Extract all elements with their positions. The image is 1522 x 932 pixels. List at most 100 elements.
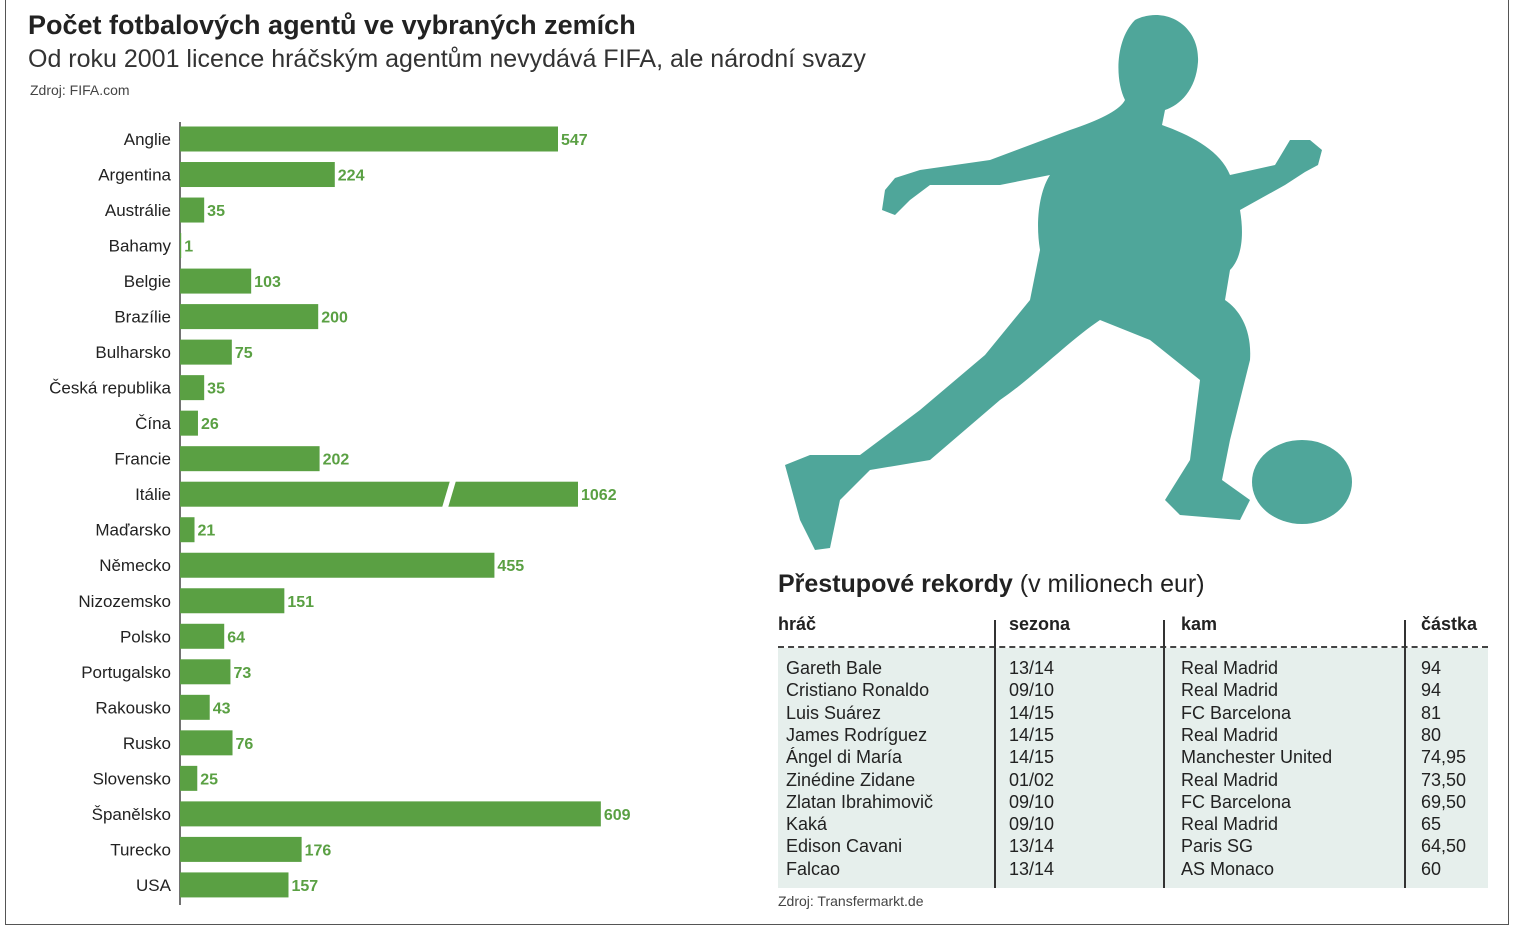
transfer-records-table: hráč sezona kam částka Gareth Bale 13/14 R… (778, 612, 1488, 888)
cell-amount: 80 (1421, 724, 1442, 745)
cell-club: Real Madrid (1181, 658, 1279, 678)
bar (180, 623, 225, 649)
cell-season: 13/14 (1009, 836, 1055, 857)
value-label: 157 (291, 878, 318, 895)
table-row: Kaká 09/10 Real Madrid 65 (778, 814, 1488, 836)
bar (180, 233, 182, 259)
value-label: 176 (305, 842, 332, 859)
category-label: Rusko (123, 734, 171, 753)
frame (5, 0, 1509, 925)
cell-player: Falcao (786, 858, 841, 879)
category-label: Polsko (120, 627, 171, 646)
cell-season: 09/10 (1009, 791, 1055, 812)
cell-club: Real Madrid (1181, 769, 1279, 790)
category-label: Argentina (98, 166, 171, 185)
table-title-text: Přestupové rekordy (778, 570, 1013, 598)
cell-amount: 94 (1421, 680, 1442, 701)
bar (180, 339, 232, 365)
column-divider (994, 620, 996, 888)
category-label: Austrálie (105, 201, 171, 220)
value-label: 25 (200, 771, 218, 788)
header-amount: částka (1421, 614, 1478, 634)
table-body: Gareth Bale 13/14 Real Madrid 94 Cristiano R… (778, 648, 1488, 888)
value-label: 1 (184, 239, 193, 256)
cell-club: AS Monaco (1181, 858, 1275, 879)
cell-season: 14/15 (1009, 702, 1055, 723)
table-title: Přestupové rekordy (v milionech eur) (778, 570, 1205, 599)
bar (180, 801, 601, 827)
bar (180, 197, 205, 223)
bar (180, 552, 495, 578)
cell-amount: 69,50 (1421, 791, 1467, 812)
cell-club: FC Barcelona (1181, 791, 1292, 812)
category-label: Brazílie (114, 308, 171, 327)
category-label: Turecko (110, 840, 171, 859)
cell-amount: 73,50 (1421, 769, 1467, 790)
header-player: hráč (778, 614, 817, 634)
cell-club: FC Barcelona (1181, 702, 1292, 723)
value-label: 200 (321, 310, 348, 327)
bar (180, 162, 335, 188)
bar (180, 304, 319, 330)
value-label: 43 (213, 700, 231, 717)
cell-player: Kaká (786, 814, 828, 835)
value-label: 224 (338, 168, 365, 185)
table-row: Gareth Bale 13/14 Real Madrid 94 (778, 658, 1488, 680)
bar (180, 836, 302, 862)
value-label: 151 (287, 594, 314, 611)
header-season: sezona (1009, 614, 1071, 634)
bar (180, 410, 198, 436)
column-divider (1163, 620, 1165, 888)
table-row: James Rodríguez 14/15 Real Madrid 80 (778, 725, 1488, 747)
table-header: hráč sezona kam částka (778, 612, 1488, 648)
cell-club: Manchester United (1181, 747, 1333, 768)
value-label: 76 (236, 736, 254, 753)
cell-club: Real Madrid (1181, 814, 1279, 835)
bar (180, 375, 205, 401)
value-label: 73 (233, 665, 251, 682)
cell-season: 14/15 (1009, 724, 1055, 745)
bar (180, 730, 233, 756)
value-label: 609 (604, 807, 631, 824)
cell-amount: 81 (1421, 702, 1442, 723)
value-label: 26 (201, 416, 219, 433)
cell-player: James Rodríguez (786, 724, 928, 745)
value-label: 21 (198, 523, 216, 540)
value-label: 35 (207, 381, 225, 398)
cell-amount: 94 (1421, 658, 1442, 678)
chart-source: Zdroj: FIFA.com (30, 82, 130, 98)
category-label: Rakousko (95, 698, 171, 717)
category-label: Belgie (124, 272, 171, 291)
cell-club: Real Madrid (1181, 680, 1279, 701)
column-divider (1404, 620, 1406, 888)
cell-amount: 64,50 (1421, 836, 1467, 857)
table-row: Edison Cavani 13/14 Paris SG 64,50 (778, 836, 1488, 858)
category-label: Bahamy (109, 237, 172, 256)
cell-player: Cristiano Ronaldo (786, 680, 930, 701)
value-label: 103 (254, 274, 281, 291)
cell-amount: 65 (1421, 814, 1442, 835)
cell-season: 14/15 (1009, 747, 1055, 768)
cell-season: 13/14 (1009, 858, 1055, 879)
category-label: Bulharsko (95, 343, 171, 362)
bar (180, 126, 558, 152)
table-row: Cristiano Ronaldo 09/10 Real Madrid 94 (778, 680, 1488, 702)
chart-title: Počet fotbalových agentů ve vybraných ze… (28, 10, 636, 40)
bar (180, 765, 198, 791)
header-club: kam (1181, 614, 1218, 634)
value-label: 202 (323, 452, 350, 469)
cell-player: Ángel di María (786, 747, 903, 768)
bar (180, 872, 289, 898)
bar (180, 268, 252, 294)
cell-club: Real Madrid (1181, 724, 1279, 745)
value-label: 547 (561, 132, 588, 149)
value-label: 35 (207, 203, 225, 220)
value-label: 75 (235, 345, 253, 362)
category-label: Slovensko (93, 769, 171, 788)
category-label: Španělsko (92, 805, 171, 824)
category-label: Česká republika (49, 379, 171, 398)
value-label: 1062 (581, 487, 617, 504)
table-source: Zdroj: Transfermarkt.de (778, 893, 924, 909)
cell-season: 09/10 (1009, 814, 1055, 835)
